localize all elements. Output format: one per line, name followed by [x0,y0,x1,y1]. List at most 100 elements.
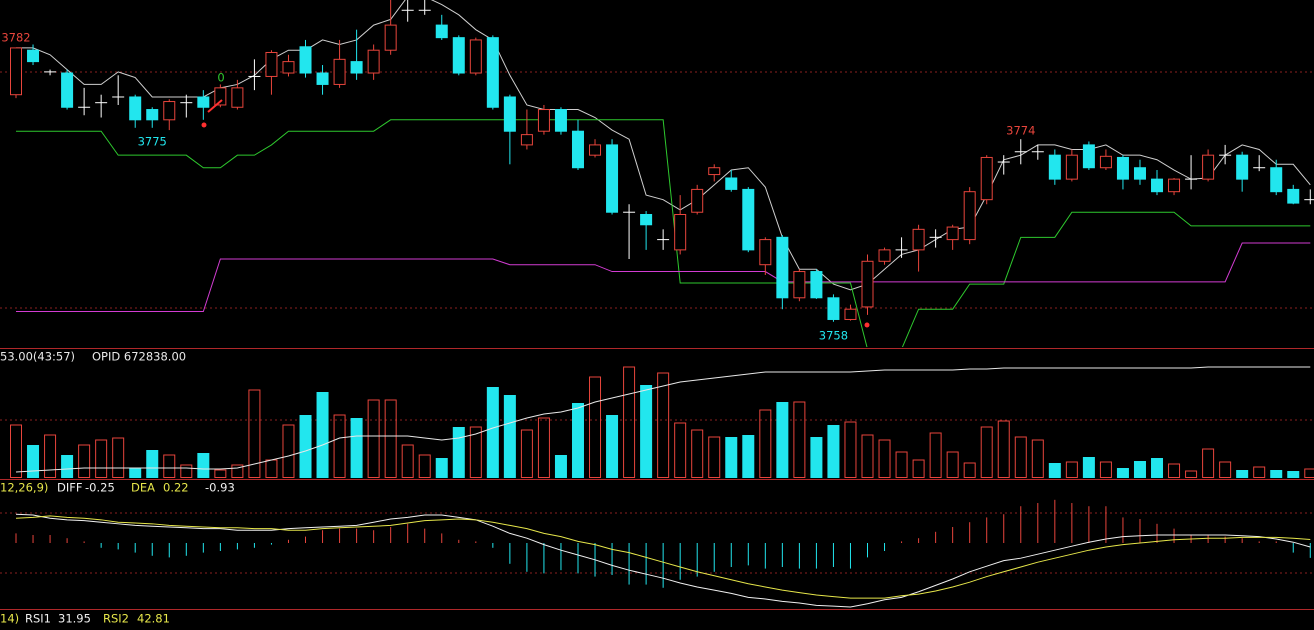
candle-body [1236,154,1249,180]
candle-body [1168,178,1181,193]
volume-bar [657,372,670,478]
volume-bar [844,421,857,478]
volume-bar [589,376,602,478]
macd-line [15,513,1311,608]
candle-body [282,61,295,74]
volume-bar [469,426,482,478]
volume-bar [1082,457,1095,478]
volume-bar [554,455,567,478]
volume-bar [129,468,142,478]
candle-body [759,239,772,266]
volume-bar [418,454,431,478]
candle-body [452,37,465,74]
volume-bar [623,366,636,478]
candle-body [163,101,176,121]
price-label: 3775 [138,134,167,148]
candle-body [1082,144,1095,169]
candle-body [742,188,755,251]
candle-body [844,308,857,320]
candle-body [640,214,653,226]
volume-bar [980,426,993,478]
volume-bar [1014,436,1027,478]
volume-bar [180,464,193,478]
volume-bar [282,424,295,478]
legend-label: DEA [131,481,155,495]
candle-body [61,72,74,108]
candle-body [350,61,363,74]
volume-bar [367,399,380,478]
volume-bar [878,439,891,478]
legend-label: RSI1 [25,612,51,626]
volume-bar [606,415,619,478]
volume-bar [1168,463,1181,478]
macd-header: 12,26,9) [0,481,48,495]
volume-bar [640,385,653,478]
candle-body [963,191,976,241]
volume-bar [520,429,533,478]
candle-body [861,260,874,308]
candle-body [10,47,22,96]
candle-body [1065,154,1078,180]
candle-body [537,109,550,132]
volume-bar [674,422,687,478]
volume-bar [1236,470,1249,478]
volume-bar [1219,461,1232,478]
volume-bar [146,450,159,478]
indicator-line [16,242,1311,312]
volume-bar [1287,471,1300,478]
candle-body [571,130,584,169]
volume-bar [112,437,125,478]
candle-body [708,167,721,176]
candle-body [231,87,244,108]
signal-arrow [207,99,223,113]
volume-bar [435,458,448,478]
volume-bar [827,425,840,478]
volume-bar [401,444,414,478]
candle-body [793,271,806,299]
volume-bar [1270,470,1283,478]
candle-body [129,96,142,121]
candle-body [1133,167,1146,180]
candle-body [776,236,789,299]
volume-bar [1202,448,1215,478]
candle-body [912,228,925,251]
volume-bar [27,445,40,478]
volume-bar [316,392,329,478]
candle-body [384,24,397,51]
candle-body [1270,167,1283,193]
candle-body [469,39,482,74]
volume-bar [929,432,942,478]
volume-bar [725,437,738,478]
candle-body [333,58,346,85]
volume-bar [708,436,721,478]
price-label: 3782 [1,30,30,44]
candle-body [197,96,210,108]
legend-value: 42.81 [137,612,170,626]
candle-body [1287,188,1300,204]
volume-bar [163,454,176,478]
volume-bar [1133,461,1146,478]
volume-bar [537,417,550,478]
volume-bar [895,451,908,478]
volume-bar [1031,439,1044,478]
volume-bar [248,389,261,478]
volume-bar [44,434,57,478]
legend-label: RSI2 [103,612,129,626]
volume-bar [61,455,74,478]
legend-value: -0.25 [85,481,115,495]
volume-bar [997,420,1010,478]
volume-bar [95,439,108,478]
volume-bar [1151,458,1164,478]
volume-bar [1116,468,1129,478]
signal-dot [201,122,207,128]
candle-body [946,226,959,241]
candle-body [214,87,227,106]
candle-body [810,271,823,299]
candle-body [827,297,840,320]
open-interest: OPID 672838.00 [92,350,186,364]
volume-bar [503,395,516,478]
volume-bar [78,444,91,478]
volume-panel [10,366,1314,478]
